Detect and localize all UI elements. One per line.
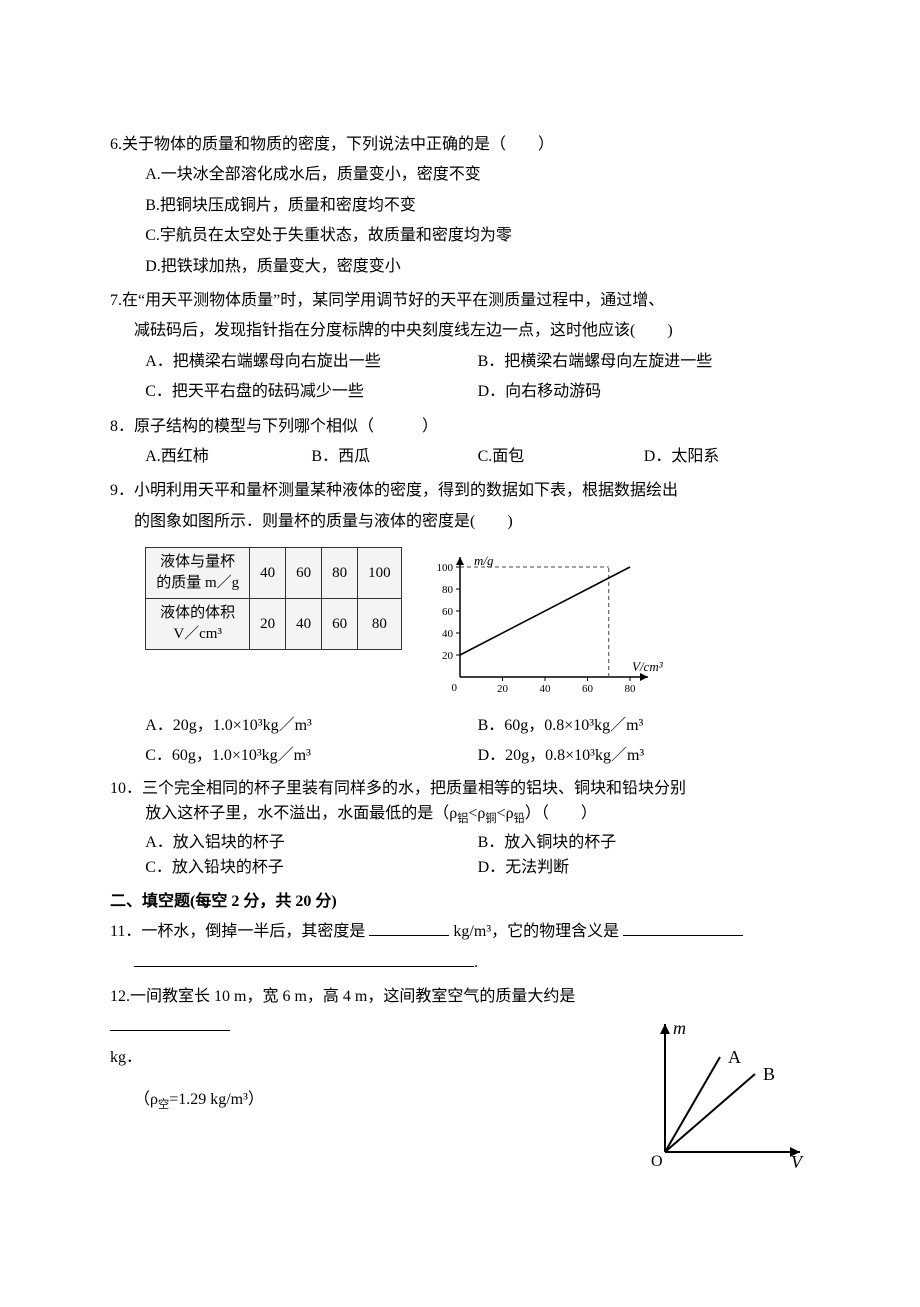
q10-stem1: 10．三个完全相同的杯子里装有同样多的水，把质量相等的铝块、铜块和铅块分别 bbox=[110, 776, 810, 802]
table-cell: 40 bbox=[250, 548, 286, 599]
q9-stem2: 的图象如图所示．则量杯的质量与液体的密度是( ) bbox=[110, 507, 810, 537]
table-cell: 100 bbox=[358, 548, 402, 599]
svg-text:O: O bbox=[651, 1153, 663, 1170]
table-cell: 80 bbox=[358, 599, 402, 650]
q9-figure-row: 液体与量杯 的质量 m／g 40 60 80 100 液体的体积 V／cm³ 2… bbox=[110, 547, 810, 697]
q6-stem: 6.关于物体的质量和物质的密度，下列说法中正确的是（ ） bbox=[110, 130, 810, 160]
q7-options: A．把横梁右端螺母向右旋出一些 B．把横梁右端螺母向左旋进一些 C．把天平右盘的… bbox=[110, 347, 810, 408]
q9-chart: 20 40 60 80 20 40 60 80 100 0 m/g V/cm³ bbox=[420, 547, 670, 697]
q7-opt-c: C．把天平右盘的砝码减少一些 bbox=[145, 377, 477, 407]
q11-unit: kg/m³，它的物理含义是 bbox=[453, 923, 619, 940]
q11-blank-2[interactable] bbox=[623, 919, 743, 936]
svg-text:m: m bbox=[673, 1018, 686, 1038]
table-cell: 60 bbox=[286, 548, 322, 599]
svg-text:40: 40 bbox=[539, 683, 551, 695]
question-7: 7.在“用天平测物体质量”时，某同学用调节好的天平在测质量过程中，通过增、 减砝… bbox=[110, 286, 810, 408]
q12-part1: 12.一间教室长 10 m，宽 6 m，高 4 m，这间教室空气的质量大约是 bbox=[110, 988, 575, 1005]
q9-opt-a: A．20g，1.0×10³kg／m³ bbox=[145, 711, 477, 741]
svg-text:m/g: m/g bbox=[474, 553, 494, 568]
q9-data-table: 液体与量杯 的质量 m／g 40 60 80 100 液体的体积 V／cm³ 2… bbox=[145, 547, 401, 650]
question-10: 10．三个完全相同的杯子里装有同样多的水，把质量相等的铝块、铜块和铅块分别 放入… bbox=[110, 776, 810, 881]
svg-text:40: 40 bbox=[442, 628, 454, 640]
q12-chart: A B Om V bbox=[640, 1012, 810, 1172]
q9-row1-label: 液体与量杯 的质量 m／g bbox=[146, 548, 250, 599]
q9-row2-label: 液体的体积 V／cm³ bbox=[146, 599, 250, 650]
q11-blank-1[interactable] bbox=[369, 919, 449, 936]
question-9: 9．小明利用天平和量杯测量某种液体的密度，得到的数据如下表，根据数据绘出 的图象… bbox=[110, 476, 810, 772]
svg-text:60: 60 bbox=[582, 683, 594, 695]
q6-opt-d: D.把铁球加热，质量变大，密度变小 bbox=[145, 252, 810, 282]
question-8: 8．原子结构的模型与下列哪个相似（ ） A.西红柿 B．西瓜 C.面包 D．太阳… bbox=[110, 412, 810, 473]
svg-text:80: 80 bbox=[442, 584, 454, 596]
table-cell: 20 bbox=[250, 599, 286, 650]
q9-options: A．20g，1.0×10³kg／m³ B．60g，0.8×10³kg／m³ C．… bbox=[110, 711, 810, 772]
q11-cont: . bbox=[110, 948, 810, 978]
q10-opt-d: D．无法判断 bbox=[478, 855, 810, 881]
q7-stem2: 减砝码后，发现指针指在分度标牌的中央刻度线左边一点，这时他应该( ) bbox=[110, 316, 810, 346]
question-6: 6.关于物体的质量和物质的密度，下列说法中正确的是（ ） A.一块冰全部溶化成水… bbox=[110, 130, 810, 282]
q6-opt-a: A.一块冰全部溶化成水后，质量变小，密度不变 bbox=[145, 160, 810, 190]
q8-opt-a: A.西红柿 bbox=[145, 442, 311, 472]
q10-options: A．放入铝块的杯子 B．放入铜块的杯子 C．放入铅块的杯子 D．无法判断 bbox=[110, 830, 810, 881]
svg-text:V/cm³: V/cm³ bbox=[632, 659, 664, 674]
q6-options: A.一块冰全部溶化成水后，质量变小，密度不变 B.把铜块压成铜片，质量和密度均不… bbox=[110, 160, 810, 282]
question-11: 11．一杯水，倒掉一半后，其密度是 kg/m³，它的物理含义是 . bbox=[110, 917, 810, 978]
svg-text:20: 20 bbox=[442, 650, 454, 662]
q11-tail: . bbox=[474, 954, 478, 971]
svg-text:100: 100 bbox=[436, 562, 453, 574]
svg-text:A: A bbox=[728, 1047, 741, 1067]
svg-text:0: 0 bbox=[451, 682, 457, 694]
q6-opt-b: B.把铜块压成铜片，质量和密度均不变 bbox=[145, 191, 810, 221]
svg-text:V: V bbox=[791, 1152, 804, 1172]
q6-opt-c: C.宇航员在太空处于失重状态，故质量和密度均为零 bbox=[145, 221, 810, 251]
section-2-title: 二、填空题(每空 2 分，共 20 分) bbox=[110, 887, 810, 917]
svg-text:80: 80 bbox=[624, 683, 636, 695]
q8-stem: 8．原子结构的模型与下列哪个相似（ ） bbox=[110, 412, 810, 442]
q7-opt-b: B．把横梁右端螺母向左旋进一些 bbox=[478, 347, 810, 377]
q9-opt-b: B．60g，0.8×10³kg／m³ bbox=[478, 711, 810, 741]
q8-opt-b: B．西瓜 bbox=[311, 442, 477, 472]
table-cell: 60 bbox=[322, 599, 358, 650]
q8-opt-c: C.面包 bbox=[478, 442, 644, 472]
q7-opt-a: A．把横梁右端螺母向右旋出一些 bbox=[145, 347, 477, 377]
svg-text:B: B bbox=[763, 1064, 775, 1084]
q10-stem2: 放入这杯子里，水不溢出，水面最低的是（ρ铝<ρ铜<ρ铅）（ ） bbox=[110, 801, 810, 829]
q10-opt-a: A．放入铝块的杯子 bbox=[145, 830, 477, 856]
q9-opt-d: D．20g，0.8×10³kg／m³ bbox=[478, 741, 810, 771]
q12-blank[interactable] bbox=[110, 1014, 230, 1031]
q11-blank-3[interactable] bbox=[134, 950, 474, 967]
q10-opt-b: B．放入铜块的杯子 bbox=[478, 830, 810, 856]
svg-text:60: 60 bbox=[442, 606, 454, 618]
q9-stem1: 9．小明利用天平和量杯测量某种液体的密度，得到的数据如下表，根据数据绘出 bbox=[110, 476, 810, 506]
table-cell: 40 bbox=[286, 599, 322, 650]
q11-part1: 11．一杯水，倒掉一半后，其密度是 bbox=[110, 923, 365, 940]
question-12: A B Om V 12.一间教室长 10 m，宽 6 m，高 4 m，这间教室空气的质… bbox=[110, 982, 810, 1172]
q7-stem1: 7.在“用天平测物体质量”时，某同学用调节好的天平在测质量过程中，通过增、 bbox=[110, 286, 810, 316]
svg-text:20: 20 bbox=[497, 683, 509, 695]
q9-opt-c: C．60g，1.0×10³kg／m³ bbox=[145, 741, 477, 771]
q8-opt-d: D．太阳系 bbox=[644, 442, 810, 472]
q10-opt-c: C．放入铅块的杯子 bbox=[145, 855, 477, 881]
q8-options: A.西红柿 B．西瓜 C.面包 D．太阳系 bbox=[110, 442, 810, 472]
q7-opt-d: D．向右移动游码 bbox=[478, 377, 810, 407]
table-cell: 80 bbox=[322, 548, 358, 599]
